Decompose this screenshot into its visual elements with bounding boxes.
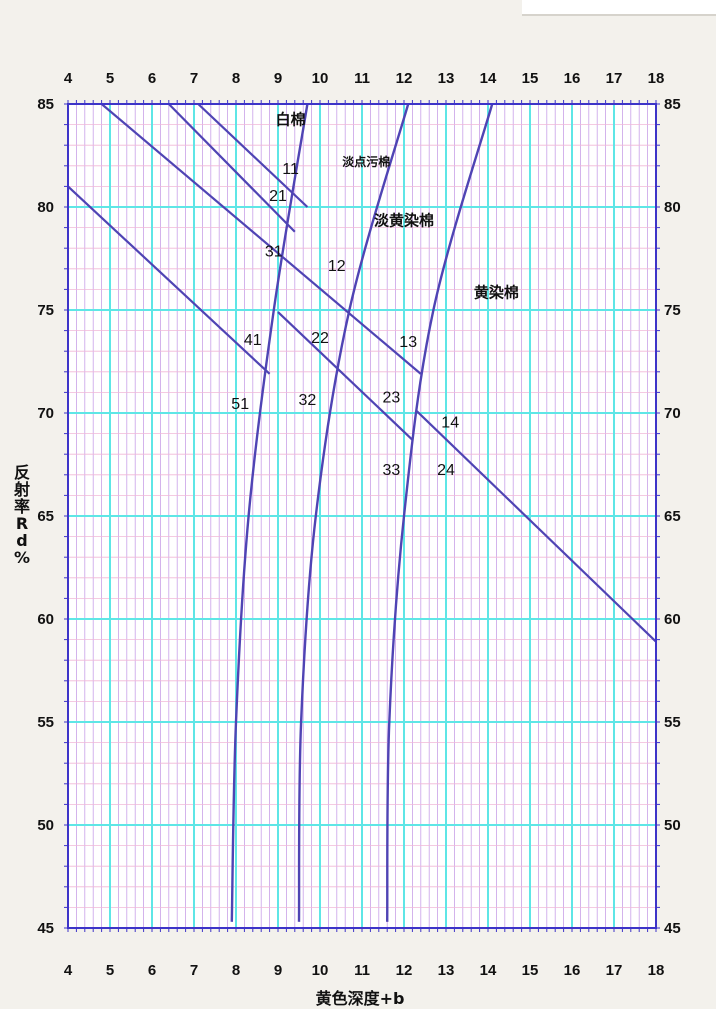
- x-tick-label-top: 9: [274, 70, 282, 87]
- y-axis-title-char: 率: [14, 497, 30, 516]
- y-tick-label-left: 70: [37, 405, 54, 422]
- grade-code-label: 51: [231, 396, 249, 413]
- grade-boundary-line: [100, 103, 422, 375]
- y-tick-label-left: 55: [37, 714, 54, 731]
- boundary-curves: [230, 103, 494, 922]
- grade-boundary-line: [277, 311, 414, 441]
- y-tick-label-left: 60: [37, 611, 54, 628]
- x-tick-label-bottom: 16: [564, 962, 581, 979]
- x-tick-label-bottom: 17: [606, 962, 623, 979]
- x-tick-label-bottom: 5: [106, 962, 114, 979]
- x-tick-label-top: 18: [648, 70, 665, 87]
- grade-code-label: 14: [441, 414, 459, 431]
- x-tick-label-top: 11: [354, 70, 370, 87]
- y-tick-label-left: 80: [37, 199, 54, 216]
- y-tick-label-right: 80: [664, 199, 681, 216]
- x-tick-label-bottom: 10: [312, 962, 329, 979]
- y-tick-label-left: 45: [37, 920, 54, 937]
- y-axis-title-char: %: [14, 548, 30, 567]
- x-tick-label-top: 15: [522, 70, 539, 87]
- y-tick-label-right: 60: [664, 611, 681, 628]
- grade-lines: [67, 103, 657, 643]
- grade-code-label: 41: [244, 332, 262, 349]
- x-tick-label-top: 5: [106, 70, 114, 87]
- x-tick-label-bottom: 13: [438, 962, 455, 979]
- x-tick-label-top: 4: [64, 70, 73, 87]
- type-boundary-curve: [297, 103, 410, 922]
- y-tick-label-right: 75: [664, 302, 681, 319]
- grade-code-label: 32: [299, 392, 317, 409]
- x-tick-label-top: 16: [564, 70, 581, 87]
- x-tick-label-bottom: 14: [480, 962, 497, 979]
- y-axis-title-char: 射: [13, 480, 30, 499]
- window-tab: [522, 0, 716, 16]
- grade-boundary-line: [415, 410, 657, 643]
- type-boundary-curve: [386, 103, 494, 922]
- grade-boundary-line: [67, 185, 271, 375]
- y-axis-title-char: d: [16, 531, 27, 550]
- x-tick-label-top: 10: [312, 70, 329, 87]
- y-tick-label-right: 45: [664, 920, 681, 937]
- plot-frame: [64, 100, 660, 932]
- x-tick-label-bottom: 18: [648, 962, 665, 979]
- grade-code-label: 13: [399, 334, 417, 351]
- y-axis-title-char: 反: [14, 463, 30, 482]
- grade-code-label: 33: [383, 462, 401, 479]
- y-tick-label-right: 55: [664, 714, 681, 731]
- grade-boundary-line: [168, 103, 296, 233]
- y-tick-label-right: 50: [664, 817, 681, 834]
- x-tick-label-bottom: 15: [522, 962, 539, 979]
- x-tick-label-bottom: 4: [64, 962, 73, 979]
- grade-code-label: 22: [311, 330, 329, 347]
- tick-labels: 4455667788991010111112121313141415151616…: [37, 70, 680, 979]
- x-tick-label-top: 7: [190, 70, 198, 87]
- y-tick-label-left: 65: [37, 508, 54, 525]
- x-tick-label-bottom: 6: [148, 962, 156, 979]
- x-tick-label-top: 14: [480, 70, 497, 87]
- grade-boundary-line: [197, 103, 309, 208]
- x-tick-label-top: 6: [148, 70, 156, 87]
- grade-code-label: 11: [282, 161, 299, 178]
- x-tick-label-top: 17: [606, 70, 623, 87]
- grade-code-label: 23: [383, 390, 401, 407]
- y-tick-label-left: 50: [37, 817, 54, 834]
- x-tick-label-bottom: 11: [354, 962, 370, 979]
- region-label: 淡黄染棉: [374, 212, 434, 230]
- x-axis-title: 黄色深度+b: [316, 989, 405, 1008]
- x-tick-label-bottom: 9: [274, 962, 282, 979]
- x-tick-label-top: 13: [438, 70, 455, 87]
- region-label: 黄染棉: [474, 284, 519, 302]
- y-axis-title-char: R: [16, 514, 28, 533]
- x-tick-label-bottom: 7: [190, 962, 198, 979]
- type-boundary-curve: [230, 103, 309, 922]
- x-tick-label-bottom: 12: [396, 962, 413, 979]
- grade-code-label: 24: [437, 462, 455, 479]
- x-tick-label-bottom: 8: [232, 962, 240, 979]
- x-tick-label-top: 12: [396, 70, 413, 87]
- region-label: 淡点污棉: [342, 154, 390, 169]
- y-tick-label-right: 70: [664, 405, 681, 422]
- region-label: 白棉: [276, 111, 306, 129]
- y-tick-label-right: 65: [664, 508, 681, 525]
- x-tick-label-top: 8: [232, 70, 240, 87]
- y-tick-label-left: 75: [37, 302, 54, 319]
- grade-code-label: 31: [265, 243, 283, 260]
- y-tick-label-left: 85: [37, 96, 54, 113]
- y-tick-label-right: 85: [664, 96, 681, 113]
- grade-code-label: 21: [269, 188, 287, 205]
- grade-code-label: 12: [328, 258, 346, 275]
